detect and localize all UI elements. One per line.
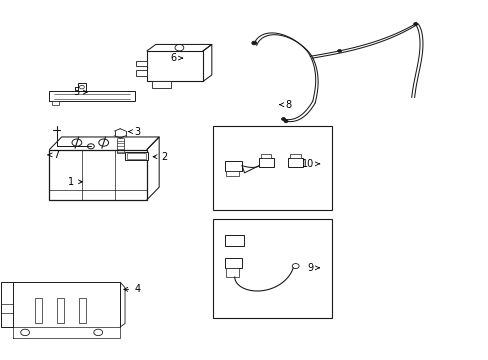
Text: 3: 3: [128, 127, 140, 136]
Text: 4: 4: [123, 284, 140, 294]
Bar: [289, 154, 300, 158]
Bar: [125, 152, 148, 160]
Circle shape: [79, 85, 84, 89]
Bar: [136, 70, 147, 76]
Bar: [52, 101, 59, 105]
Bar: [49, 91, 135, 101]
Circle shape: [87, 144, 94, 149]
Circle shape: [251, 41, 256, 45]
Bar: [78, 83, 85, 91]
Circle shape: [94, 329, 102, 336]
Circle shape: [20, 329, 29, 336]
Text: 2: 2: [153, 152, 167, 162]
Text: 8: 8: [279, 100, 291, 110]
Bar: [288, 158, 303, 167]
Circle shape: [292, 264, 299, 269]
Text: 5: 5: [73, 87, 87, 97]
Text: 6: 6: [170, 53, 182, 63]
Circle shape: [337, 49, 341, 52]
Circle shape: [413, 23, 417, 26]
Bar: [152, 81, 171, 88]
Bar: [212, 126, 331, 211]
Circle shape: [175, 44, 183, 51]
Text: 10: 10: [301, 159, 319, 169]
Bar: [224, 161, 242, 171]
Bar: [57, 298, 64, 323]
Bar: [224, 235, 244, 246]
Circle shape: [99, 139, 108, 146]
Bar: [260, 154, 271, 158]
Text: 9: 9: [306, 263, 319, 273]
Bar: [226, 268, 238, 277]
Circle shape: [284, 120, 287, 123]
Bar: [224, 258, 242, 268]
Bar: [226, 171, 238, 176]
Bar: [212, 220, 331, 318]
Text: 1: 1: [68, 177, 82, 187]
Text: 7: 7: [48, 150, 60, 160]
Bar: [35, 298, 42, 323]
Bar: [136, 60, 147, 66]
Bar: [79, 298, 86, 323]
Bar: [147, 51, 203, 81]
Circle shape: [281, 118, 285, 121]
Circle shape: [72, 139, 81, 146]
Bar: [127, 153, 146, 159]
Bar: [259, 158, 273, 167]
Bar: [49, 149, 147, 200]
